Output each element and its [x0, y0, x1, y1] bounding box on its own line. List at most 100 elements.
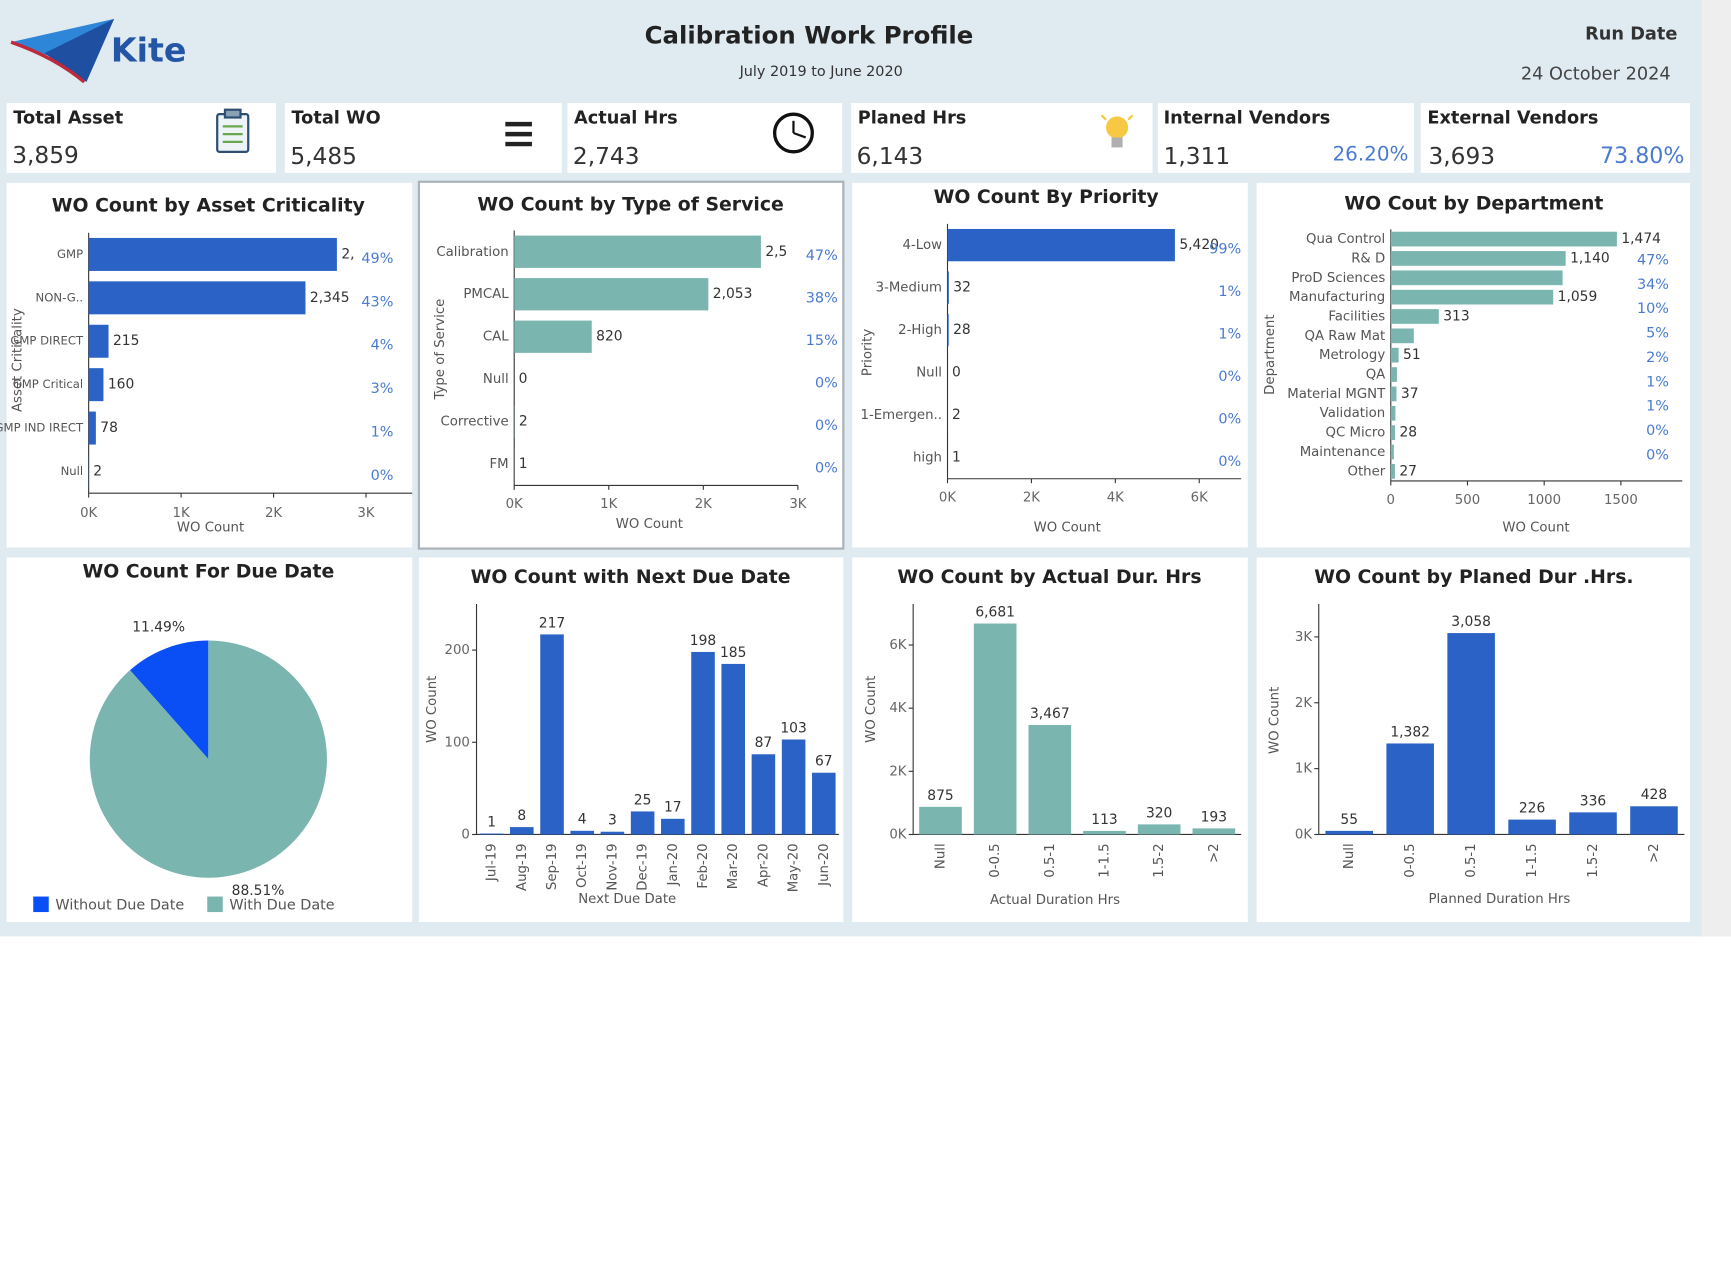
x-tick-label: Null: [1342, 843, 1357, 869]
data-label: 1,059: [1558, 289, 1598, 305]
y-axis-title: WO Count: [1267, 687, 1282, 754]
y-tick-label: 1K: [1295, 762, 1312, 777]
y-tick-label: 2-High: [898, 323, 942, 338]
data-label: 88.51%: [232, 883, 285, 899]
y-tick-label: GMP DIRECT: [10, 334, 84, 348]
percent-label: 5%: [1646, 326, 1669, 342]
y-axis-title: Type of Service: [433, 299, 448, 401]
chart-title: WO Count by Type of Service: [477, 195, 783, 216]
y-tick-label: QA Raw Mat: [1305, 329, 1386, 344]
y-tick-label: 3K: [1295, 630, 1312, 645]
x-tick-label: 0K: [506, 497, 523, 512]
bar: [1390, 309, 1439, 324]
percent-label: 38%: [806, 291, 838, 307]
y-tick-label: 2K: [889, 764, 906, 779]
x-tick-label: 0-0.5: [988, 843, 1003, 877]
x-tick-label: 1500: [1604, 493, 1638, 508]
percent-label: 34%: [1637, 277, 1669, 293]
kpi-label: Total Asset: [13, 109, 123, 129]
bar: [1028, 725, 1072, 835]
data-label: 320: [1146, 805, 1172, 821]
percent-label: 10%: [1637, 301, 1669, 317]
percent-label: 99%: [1209, 242, 1241, 258]
bar: [1390, 367, 1397, 382]
bar: [1083, 830, 1126, 835]
bar: [947, 271, 949, 304]
bar: [751, 754, 776, 835]
percent-label: 0%: [1218, 411, 1241, 427]
percent-label: 0%: [371, 468, 394, 484]
x-tick-label: 0: [1387, 493, 1395, 508]
x-axis-title: WO Count: [616, 517, 683, 532]
percent-label: 49%: [361, 251, 393, 267]
chart-title: WO Count By Priority: [934, 187, 1159, 208]
kpi-card: [284, 103, 562, 173]
y-tick-label: 200: [445, 643, 470, 658]
data-label: 313: [1443, 308, 1469, 324]
chart-title: WO Count For Due Date: [82, 561, 334, 582]
data-label: 27: [1399, 463, 1417, 479]
data-label: 336: [1580, 793, 1606, 809]
data-label: 28: [1400, 425, 1418, 441]
bar: [1508, 819, 1556, 835]
x-tick-label: >2: [1647, 843, 1662, 863]
bar: [1390, 463, 1395, 479]
bar: [1390, 425, 1396, 440]
percent-label: 1%: [1646, 399, 1669, 415]
x-tick-label: Null: [933, 843, 948, 869]
percent-label: 0%: [815, 461, 838, 477]
y-tick-label: Metrology: [1319, 348, 1385, 363]
y-axis-title: Asset Criticality: [11, 308, 26, 412]
y-tick-label: Material MGNT: [1287, 387, 1386, 402]
legend-swatch: [207, 896, 223, 913]
y-axis-title: Department: [1263, 314, 1278, 394]
percent-label: 0%: [1218, 369, 1241, 385]
x-tick-label: 0.5-1: [1464, 843, 1479, 877]
data-label: 1,140: [1570, 250, 1610, 266]
bar: [812, 772, 836, 835]
percent-label: 0%: [815, 376, 838, 392]
x-tick-label: Jun-20: [817, 843, 832, 886]
bar: [1192, 828, 1236, 835]
kpi-value: 3,693: [1428, 143, 1495, 170]
percent-label: 0%: [1646, 447, 1669, 463]
x-axis-title: WO Count: [1502, 521, 1569, 536]
data-label: 0: [952, 365, 961, 381]
bar: [1390, 405, 1396, 421]
x-tick-label: Aug-19: [515, 843, 530, 891]
percent-label: 43%: [361, 294, 393, 310]
x-tick-label: 1.5-2: [1586, 843, 1601, 877]
percent-label: 47%: [1637, 252, 1669, 268]
x-tick-label: Mar-20: [726, 843, 741, 889]
x-axis-title: WO Count: [177, 521, 244, 536]
data-label: 198: [690, 633, 716, 649]
data-label: 6,681: [975, 604, 1015, 620]
data-label: 1,474: [1621, 231, 1661, 247]
y-tick-label: R& D: [1351, 251, 1385, 266]
bar: [540, 634, 564, 835]
bar: [1630, 806, 1678, 835]
y-tick-label: Null: [916, 366, 942, 381]
y-tick-label: Maintenance: [1300, 445, 1386, 460]
legend-swatch: [33, 896, 49, 913]
x-tick-label: 4K: [1107, 491, 1124, 506]
data-label: 428: [1641, 787, 1667, 803]
x-tick-label: Nov-19: [605, 843, 620, 890]
kpi-value: 3,859: [12, 142, 79, 169]
bar: [1390, 289, 1554, 305]
data-label: 226: [1519, 801, 1545, 817]
x-axis-title: Next Due Date: [578, 892, 676, 907]
data-label: 113: [1091, 812, 1117, 828]
x-tick-label: 0.5-1: [1043, 843, 1058, 877]
kpi-card: [1158, 103, 1415, 173]
chart-title: WO Count with Next Due Date: [471, 567, 791, 588]
data-label: 3,058: [1451, 614, 1491, 630]
x-tick-label: 6K: [1191, 491, 1208, 506]
chart-title: WO Count by Asset Criticality: [52, 196, 365, 217]
bar: [514, 278, 709, 311]
data-label: 1: [519, 456, 528, 472]
percent-label: 2%: [1646, 350, 1669, 366]
logo-wing: [11, 18, 115, 67]
x-axis-title: Planned Duration Hrs: [1428, 892, 1570, 907]
bar: [1390, 231, 1617, 247]
